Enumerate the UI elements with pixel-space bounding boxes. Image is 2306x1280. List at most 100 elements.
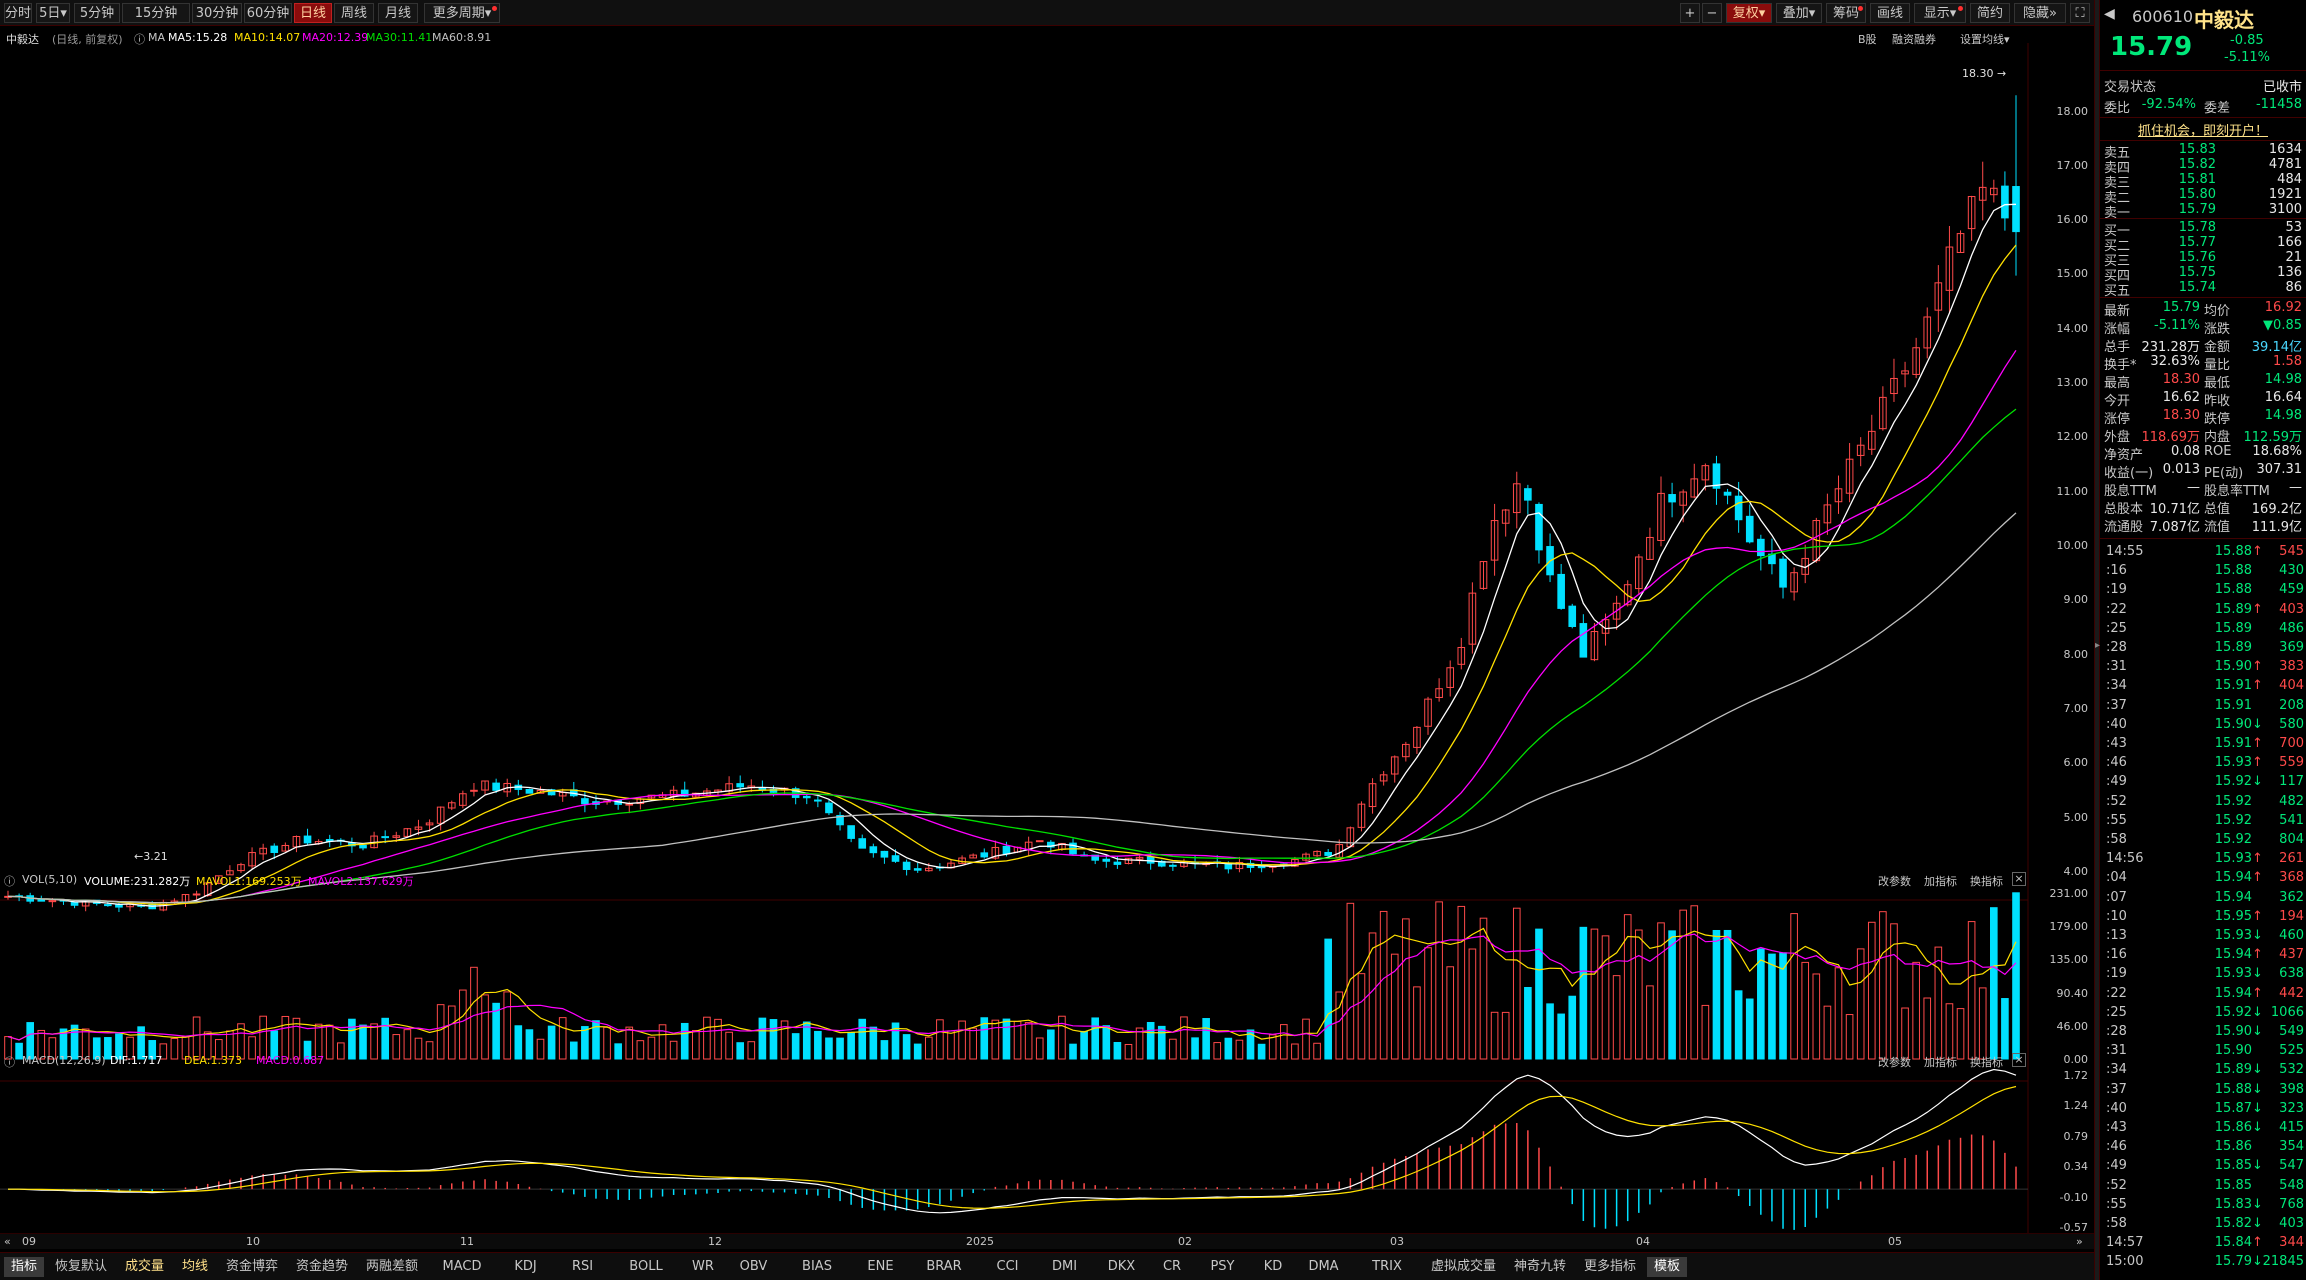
candle-body — [1590, 631, 1599, 661]
stat-label: 股息TTM — [2104, 484, 2157, 499]
tick-volume: 700 — [2279, 736, 2304, 751]
volume-bar — [1191, 1037, 1199, 1060]
panel-divider[interactable]: ▸ — [2094, 0, 2100, 1280]
volume-bar — [1457, 905, 1466, 1060]
hide-button[interactable]: 隐藏» — [2014, 3, 2066, 23]
fullscreen-button[interactable]: ⛶ — [2070, 3, 2090, 23]
x-axis-label: 09 — [22, 1235, 36, 1248]
close-icon[interactable]: × — [2012, 872, 2026, 886]
time-scrollbar[interactable]: « 09 10 11 12 2025 02 03 04 05 » — [0, 1233, 2094, 1249]
question-icon[interactable]: ⓘ — [134, 33, 145, 46]
volume-bar — [536, 1038, 545, 1060]
divider — [2100, 538, 2306, 539]
indicator-tab[interactable]: 恢复默认 — [54, 1259, 107, 1274]
quote-panel: ◀ 600610 中毅达 15.79 -0.85 -5.11% 交易状态 已收市… — [2100, 0, 2306, 1280]
stat-label: 均价 — [2204, 304, 2231, 319]
indicator-tab[interactable]: KD — [1263, 1259, 1283, 1274]
candle-body — [1879, 396, 1887, 430]
volume-bar — [1246, 1029, 1255, 1060]
period-tab-60min[interactable]: 60分钟 — [244, 3, 292, 23]
overlay-button[interactable]: 叠加▾ — [1776, 3, 1822, 23]
indicator-tab[interactable]: DKX — [1107, 1259, 1136, 1274]
stat-label: 最新 — [2104, 304, 2131, 319]
period-tab-monthly[interactable]: 月线 — [378, 3, 418, 23]
scroll-right-icon[interactable]: » — [2076, 1235, 2083, 1248]
indicator-tab[interactable]: BIAS — [802, 1259, 832, 1274]
indicator-tab[interactable]: 模板 — [1647, 1257, 1687, 1277]
period-tab-30min[interactable]: 30分钟 — [192, 3, 242, 23]
current-price: 15.79 — [2110, 32, 2193, 62]
indicator-tab[interactable]: RSI — [571, 1259, 594, 1274]
vol-title: VOL(5,10) — [22, 873, 78, 886]
scroll-left-icon[interactable]: « — [4, 1235, 11, 1248]
volume-bar — [237, 1023, 245, 1060]
simple-button[interactable]: 简约 — [1970, 3, 2010, 23]
indicator-tab[interactable]: 均线 — [181, 1259, 208, 1274]
period-tab-5min[interactable]: 5分钟 — [74, 3, 120, 23]
indicator-tab[interactable]: KDJ — [514, 1259, 537, 1274]
zoom-in-button[interactable]: + — [1680, 3, 1700, 23]
indicator-tab[interactable]: CR — [1162, 1259, 1182, 1274]
tick-row: :28 15.89 369 — [2100, 640, 2306, 659]
macd-add-indicator-link[interactable]: 加指标 — [1924, 1056, 1957, 1069]
stat-label: 外盘 — [2104, 430, 2131, 445]
indicator-tab[interactable]: TRIX — [1372, 1259, 1402, 1274]
macd-axis-label: 1.72 — [2063, 1069, 2089, 1082]
indicator-tab[interactable]: DMA — [1308, 1259, 1339, 1274]
draw-line-button[interactable]: 画线 — [1870, 3, 1910, 23]
volume-bar — [1690, 905, 1699, 1060]
candle-body — [1146, 856, 1155, 864]
indicator-tab[interactable]: OBV — [739, 1259, 768, 1274]
adjust-button[interactable]: 复权▾ — [1726, 3, 1772, 23]
indicator-tab[interactable]: MACD — [442, 1259, 482, 1274]
b-share-link[interactable]: B股 — [1858, 33, 1877, 46]
vol-add-indicator-link[interactable]: 加指标 — [1924, 875, 1957, 888]
period-tab-more[interactable]: 更多周期▾ — [424, 3, 500, 23]
macd-edit-params-link[interactable]: 改参数 — [1878, 1056, 1911, 1069]
tick-price: 15.90 — [2214, 659, 2252, 675]
vol-swap-indicator-link[interactable]: 换指标 — [1970, 875, 2003, 888]
chips-button[interactable]: 筹码 — [1826, 3, 1866, 23]
macd-swap-indicator-link[interactable]: 换指标 — [1970, 1056, 2003, 1069]
question-icon[interactable]: ⓘ — [4, 875, 15, 888]
indicator-tab[interactable]: CCI — [996, 1259, 1019, 1274]
period-tab-weekly[interactable]: 周线 — [334, 3, 374, 23]
volume-bar — [1757, 948, 1765, 1060]
period-tab-daily[interactable]: 日线 — [294, 3, 332, 23]
indicator-tab[interactable]: 虚拟成交量 — [1430, 1259, 1496, 1274]
indicator-tab[interactable]: 指标 — [4, 1257, 44, 1277]
indicator-tab[interactable]: 成交量 — [124, 1259, 164, 1274]
price-change-pct: -5.11% — [2224, 50, 2270, 65]
close-icon[interactable]: × — [2012, 1053, 2026, 1067]
vol-edit-params-link[interactable]: 改参数 — [1878, 875, 1911, 888]
question-icon[interactable]: ⓘ — [4, 1056, 15, 1069]
tick-volume: 545 — [2279, 544, 2304, 559]
volume-axis-label: 179.00 — [2049, 920, 2089, 934]
indicator-tab[interactable]: PSY — [1210, 1259, 1235, 1274]
period-tab-15min[interactable]: 15分钟 — [122, 3, 190, 23]
indicator-tab[interactable]: ENE — [867, 1259, 894, 1274]
candle-body — [1435, 688, 1443, 698]
set-ma-link[interactable]: 设置均线▾ — [1960, 31, 2010, 47]
period-tab-intraday[interactable]: 分时 — [4, 3, 32, 23]
indicator-tab[interactable]: BOLL — [629, 1259, 663, 1274]
chart-area[interactable]: 中毅达 (日线, 前复权) ⓘ MA MA5:15.28 MA10:14.07 MA… — [0, 27, 2094, 1249]
margin-trading-link[interactable]: 融资融券 — [1892, 33, 1936, 46]
indicator-tab[interactable]: DMI — [1051, 1259, 1078, 1274]
indicator-tab[interactable]: 资金博弈 — [225, 1259, 278, 1274]
collapse-handle-icon[interactable]: ▸ — [2095, 640, 2101, 651]
indicator-tab[interactable]: BRAR — [926, 1259, 962, 1274]
stat-value: — — [2187, 480, 2200, 495]
indicator-tab[interactable]: 神奇九转 — [1513, 1259, 1566, 1274]
indicator-tab[interactable]: 资金趋势 — [295, 1259, 348, 1274]
indicator-tab[interactable]: WR — [692, 1259, 714, 1274]
candle-body — [1501, 509, 1510, 524]
indicator-tab[interactable]: 两融差额 — [365, 1259, 418, 1274]
back-arrow-icon[interactable]: ◀ — [2104, 6, 2115, 22]
period-tab-5day[interactable]: 5日▾ — [36, 3, 70, 23]
candle-body — [880, 850, 889, 858]
open-account-promo-link[interactable]: 抓住机会，即刻开户！ — [2137, 124, 2268, 139]
display-button[interactable]: 显示▾ — [1914, 3, 1966, 23]
zoom-out-button[interactable]: − — [1702, 3, 1722, 23]
indicator-tab[interactable]: 更多指标 — [1583, 1259, 1636, 1274]
